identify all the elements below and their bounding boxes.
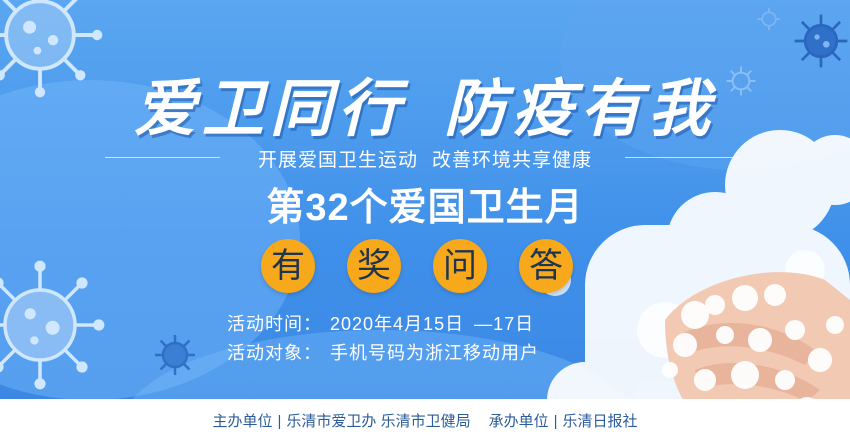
subtitle-part-2: 改善环境共享健康 (432, 150, 593, 171)
virus-icon (0, 260, 105, 390)
headline-part-1: 爱卫同行 (133, 72, 406, 145)
subtitle-part-1: 开展爱国卫生运动 (257, 150, 418, 171)
quiz-badge: 问 (433, 239, 487, 293)
footer-separator: | (553, 413, 558, 430)
divider-right (625, 157, 740, 158)
footer-text: 主办单位 | 乐清市爱卫办 乐清市卫健局 承办单位 | 乐清日报社 (0, 410, 850, 431)
activity-time-start: 2020年4月15日 (330, 314, 465, 334)
activity-time-label: 活动时间： (227, 314, 322, 334)
quiz-badge: 奖 (347, 239, 401, 293)
activity-target-label: 活动对象： (227, 343, 322, 363)
co-organizer-1: 乐清日报社 (562, 413, 638, 430)
virus-icon (0, 0, 103, 98)
quiz-badge: 有 (261, 239, 315, 293)
quiz-badge: 答 (519, 239, 573, 293)
divider-left (105, 157, 220, 158)
activity-target: 活动对象： 手机号码为浙江移动用户 (227, 339, 539, 365)
month-title: 第32个爱国卫生月 (266, 187, 584, 229)
organizer-1: 乐清市爱卫办 (286, 413, 377, 430)
headline-part-2: 防疫有我 (444, 72, 717, 145)
organizer-2: 乐清市卫健局 (380, 413, 471, 430)
headline: 爱卫同行 防疫有我 (0, 58, 850, 148)
subtitle: 开展爱国卫生运动 改善环境共享健康 (0, 145, 850, 172)
activity-time: 活动时间： 2020年4月15日 —17日 (227, 310, 534, 336)
activity-target-value: 手机号码为浙江移动用户 (330, 343, 539, 363)
virus-icon (794, 14, 848, 68)
virus-icon (757, 7, 781, 31)
organizer-label: 主办单位 (212, 413, 273, 430)
virus-icon (155, 335, 195, 375)
footer-bar: 主办单位 | 乐清市爱卫办 乐清市卫健局 承办单位 | 乐清日报社 (0, 399, 850, 447)
virus-icon (726, 66, 756, 96)
quiz-badges[interactable]: 有 奖 问 答 (261, 239, 581, 293)
footer-separator: | (277, 413, 282, 430)
activity-time-end: —17日 (474, 314, 535, 334)
co-organizer-label: 承办单位 (488, 413, 549, 430)
